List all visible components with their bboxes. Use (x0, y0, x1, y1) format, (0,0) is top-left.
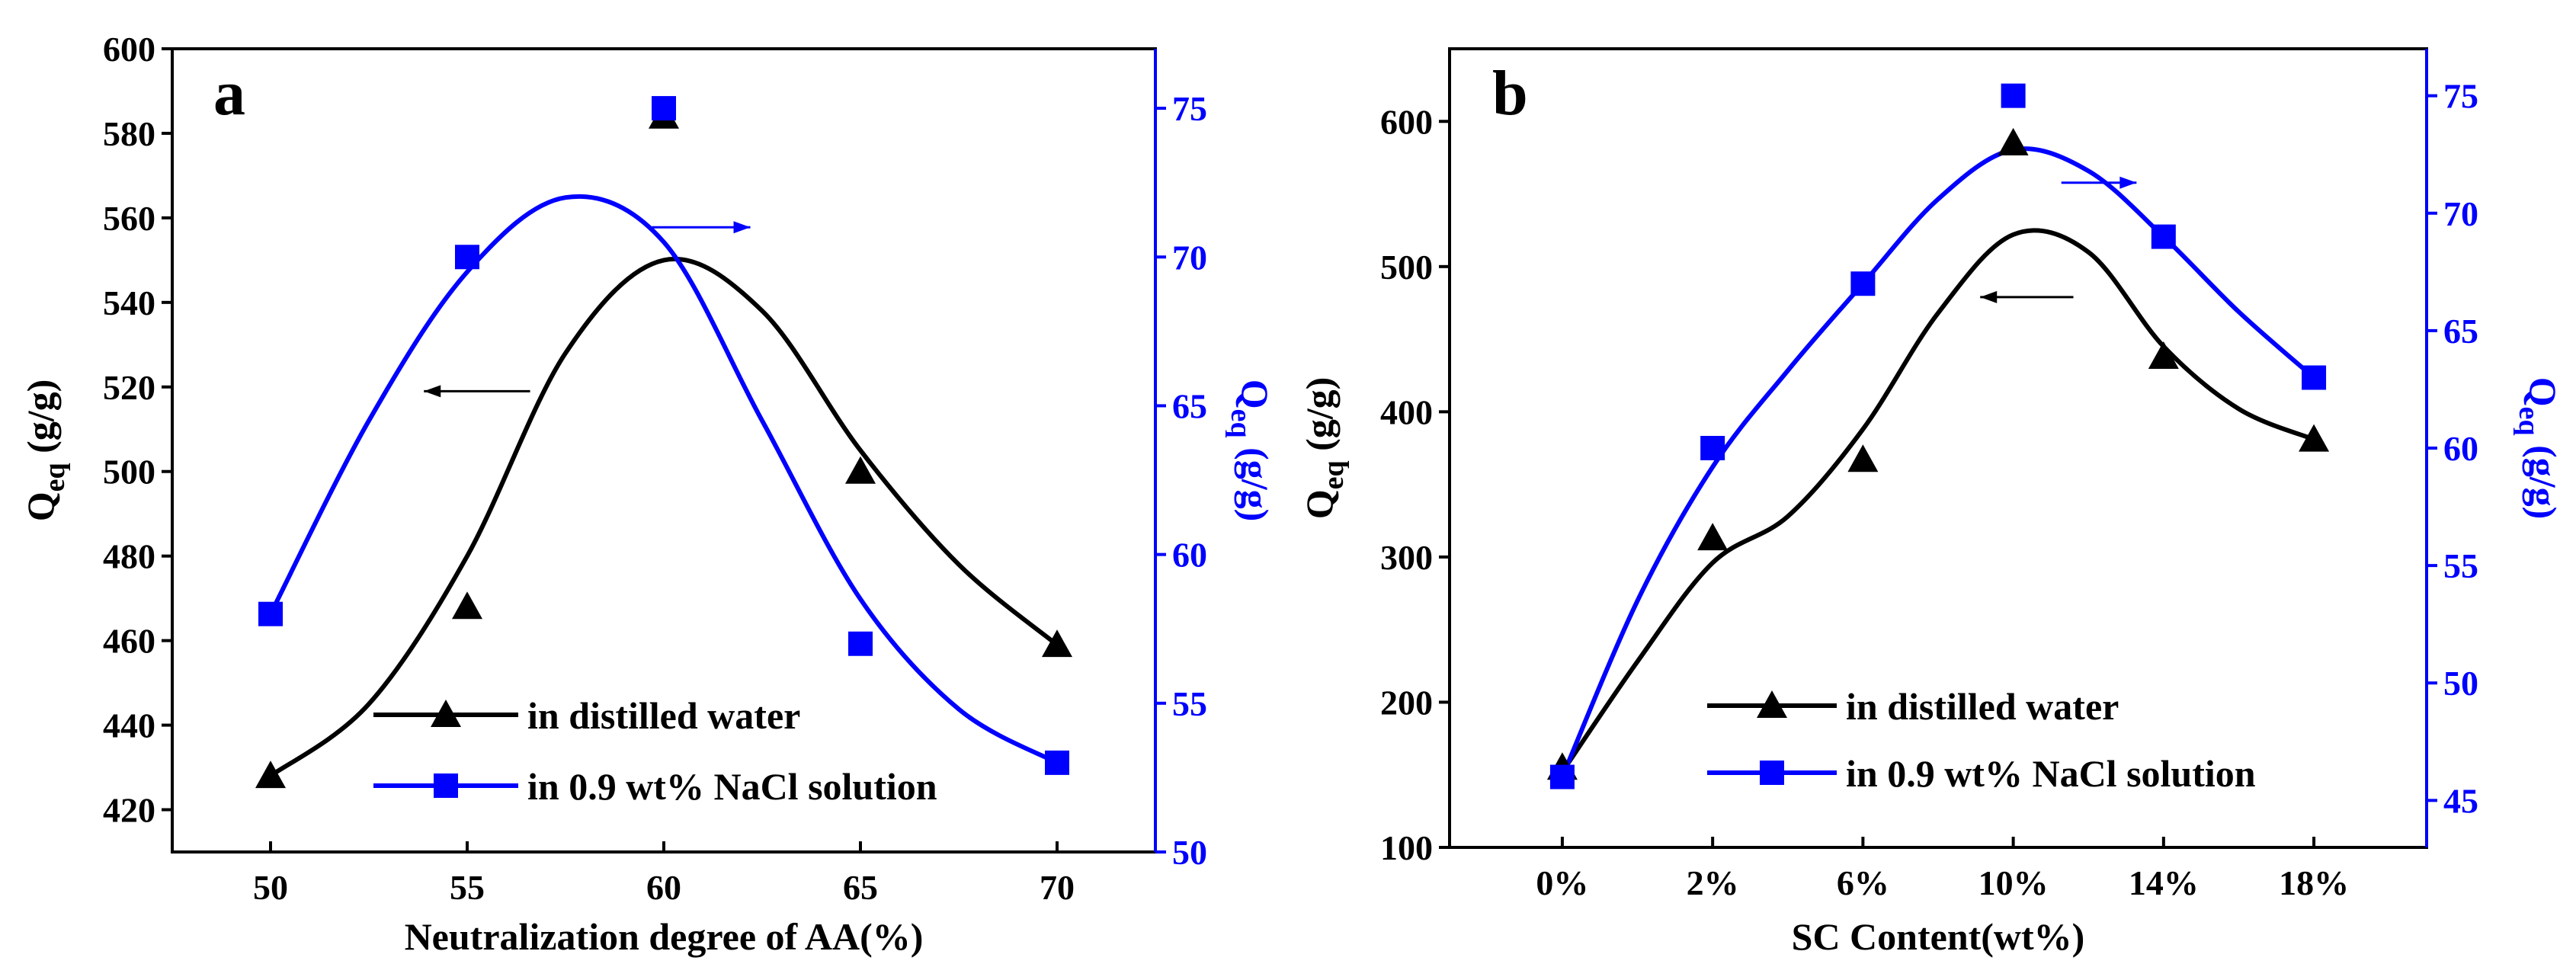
y-right-tick-label: 50 (2443, 664, 2478, 703)
y-right-tick-label: 45 (2443, 781, 2478, 820)
fit-curve-triangle (1560, 228, 2315, 773)
arrow-head (1980, 290, 1998, 303)
y-right-tick-label: 75 (1172, 89, 1207, 128)
y-left-tick-label: 420 (103, 791, 155, 830)
chart-panel-b: b SC Content(wt%) Qeq (g/g) Qeq (g/g) 0%… (1298, 47, 2565, 958)
y-left-tick-label: 520 (103, 368, 155, 407)
x-tick-label: 14% (2129, 863, 2199, 902)
y-left-tick-label: 100 (1380, 828, 1433, 867)
y-right-tick-label: 55 (2443, 546, 2478, 585)
fit-curve-triangle (269, 257, 1059, 778)
y-right-tick-label: 60 (1172, 536, 1207, 575)
data-point-triangle (845, 456, 876, 484)
legend-square-marker (434, 773, 458, 798)
chart-panel-a: a Neutralization degree of AA(%) Qeq (g/… (19, 30, 1277, 958)
data-point-square (1700, 436, 1725, 460)
fit-curve-square (1560, 146, 2316, 778)
y-right-tick-label: 75 (2443, 77, 2478, 116)
legend-label-nacl: in 0.9 wt% NaCl solution (527, 765, 937, 808)
legend-label-distilled: in distilled water (1846, 685, 2119, 728)
y-left-tick-label: 580 (103, 114, 155, 153)
y-left-tick-label: 600 (1380, 102, 1433, 141)
y-axis-title-right: Qeq (g/g) (2513, 377, 2565, 520)
data-point-triangle (255, 761, 286, 789)
data-point-triangle (452, 591, 482, 620)
data-point-square (2151, 224, 2176, 249)
y-left-tick-label: 400 (1380, 392, 1433, 431)
data-point-square (1045, 750, 1069, 775)
fit-curve-square (268, 194, 1059, 765)
panel-label: b (1492, 58, 1528, 129)
x-tick-label: 60 (646, 868, 681, 907)
x-tick-label: 10% (1978, 863, 2049, 902)
x-tick-label: 55 (450, 868, 485, 907)
arrow-head (2119, 176, 2137, 189)
x-tick-label: 0% (1536, 863, 1588, 902)
y-right-tick-label: 65 (1172, 386, 1207, 425)
data-point-square (848, 631, 873, 656)
y-axis-title-left: Qeq (g/g) (19, 380, 71, 522)
data-point-triangle (1998, 127, 2029, 155)
arrow-head (733, 221, 751, 234)
y-right-tick-label: 60 (2443, 429, 2478, 468)
panel-label: a (213, 58, 245, 129)
y-left-tick-label: 500 (103, 453, 155, 492)
data-point-square (1850, 271, 1876, 296)
y-right-tick-label: 70 (2443, 194, 2478, 233)
y-axis-title-left: Qeq (g/g) (1298, 377, 1350, 520)
y-left-tick-label: 200 (1380, 683, 1433, 722)
legend: in distilled water in 0.9 wt% NaCl solut… (373, 694, 937, 808)
y-right-tick-label: 50 (1172, 833, 1207, 872)
x-axis-title: SC Content(wt%) (1792, 915, 2085, 958)
y-left-tick-label: 500 (1380, 248, 1433, 287)
x-tick-label: 70 (1040, 868, 1075, 907)
x-axis-title: Neutralization degree of AA(%) (405, 915, 924, 958)
y-right-tick-label: 70 (1172, 238, 1207, 277)
y-right-tick-label: 55 (1172, 684, 1207, 723)
legend-triangle-marker (1757, 690, 1787, 718)
data-point-triangle (1847, 444, 1879, 472)
data-point-square (2302, 365, 2327, 390)
data-point-square (455, 245, 479, 270)
arrow-head (424, 385, 441, 398)
data-point-square (1549, 764, 1575, 789)
y-right-tick-label: 65 (2443, 312, 2478, 351)
x-tick-label: 2% (1687, 863, 1739, 902)
legend-label-nacl: in 0.9 wt% NaCl solution (1846, 752, 2256, 795)
legend-triangle-marker (431, 700, 461, 727)
y-axis-title-right: Qeq (g/g) (1225, 380, 1277, 522)
x-tick-label: 6% (1837, 863, 1889, 902)
x-tick-label: 65 (843, 868, 878, 907)
y-left-tick-label: 300 (1380, 538, 1433, 577)
legend: in distilled water in 0.9 wt% NaCl solut… (1707, 685, 2256, 795)
legend-label-distilled: in distilled water (527, 694, 800, 737)
data-point-square (652, 96, 676, 121)
y-left-tick-label: 440 (103, 706, 155, 745)
data-point-square (2001, 83, 2026, 108)
data-point-triangle (1697, 523, 1729, 551)
y-left-tick-label: 460 (103, 622, 155, 661)
x-tick-label: 18% (2279, 863, 2349, 902)
data-point-triangle (1042, 629, 1072, 658)
y-left-tick-label: 560 (103, 199, 155, 238)
data-point-triangle (2148, 341, 2179, 369)
y-left-tick-label: 600 (103, 30, 155, 69)
y-left-tick-label: 540 (103, 283, 155, 322)
y-left-tick-label: 480 (103, 537, 155, 576)
x-tick-label: 50 (253, 868, 288, 907)
data-point-square (258, 601, 283, 626)
legend-square-marker (1760, 761, 1784, 785)
data-point-triangle (2299, 424, 2330, 452)
